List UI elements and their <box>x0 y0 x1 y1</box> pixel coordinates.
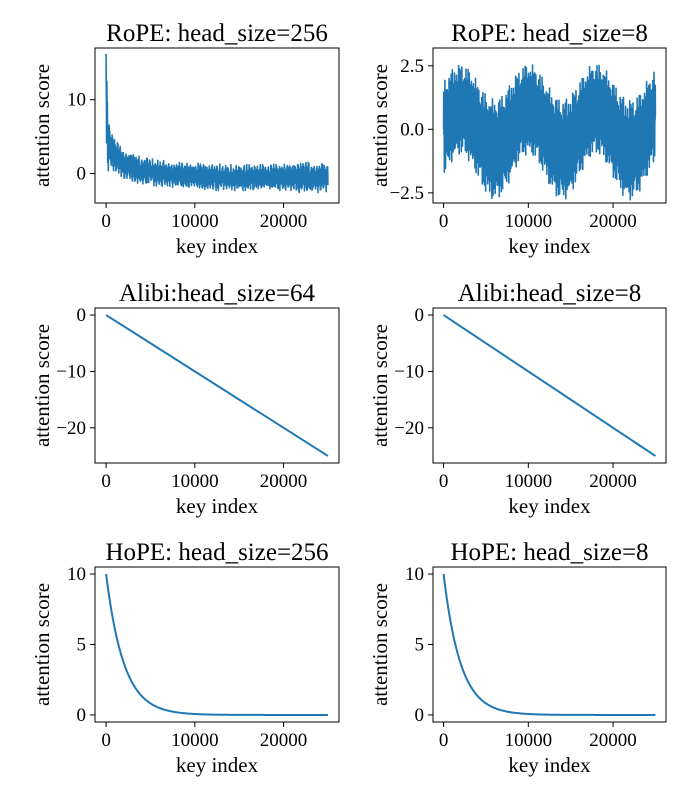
y-tick-label: 10 <box>405 564 424 585</box>
y-axis-label: attention score <box>30 583 54 706</box>
x-tick-label: 0 <box>101 211 111 232</box>
y-tick-label: 10 <box>67 90 86 111</box>
x-axis-label: key index <box>176 494 259 518</box>
y-tick-label: −2.5 <box>390 183 424 204</box>
y-tick-label: 2.5 <box>400 56 424 77</box>
chart-title: HoPE: head_size=8 <box>450 539 648 566</box>
x-tick-label: 20000 <box>260 211 308 232</box>
x-tick-label: 10000 <box>505 211 553 232</box>
series-group <box>442 573 656 716</box>
x-tick-label: 0 <box>439 471 449 492</box>
y-tick-label: 0 <box>415 705 425 726</box>
plot-frame <box>432 47 667 204</box>
y-axis-label: attention score <box>368 64 392 187</box>
y-tick-label: −20 <box>394 418 424 439</box>
y-tick-label: 0 <box>415 305 425 326</box>
x-tick-label: 20000 <box>260 730 308 751</box>
series-line <box>105 573 328 716</box>
x-tick-label: 0 <box>101 730 111 751</box>
series-line <box>443 314 656 457</box>
series-line <box>105 314 329 457</box>
plot-frame <box>94 566 340 723</box>
chart-title: RoPE: head_size=256 <box>106 20 328 47</box>
series-group <box>105 573 328 716</box>
series-group <box>105 53 329 194</box>
plot-frame <box>432 307 667 464</box>
x-tick-label: 0 <box>439 211 449 232</box>
y-tick-label: 5 <box>77 635 87 656</box>
series-group <box>443 314 656 457</box>
y-tick-label: 0 <box>77 305 87 326</box>
y-tick-label: 10 <box>67 564 86 585</box>
y-tick-label: −10 <box>56 361 86 382</box>
plot-frame <box>94 307 340 464</box>
y-axis-label: attention score <box>368 324 392 447</box>
x-tick-label: 20000 <box>589 471 637 492</box>
x-tick-label: 10000 <box>171 730 219 751</box>
chart-panel-3: 0 10000 20000 0 −10 −20 Alibi:head_size=64key … <box>30 280 340 518</box>
y-tick-label: −20 <box>56 418 86 439</box>
chart-title: RoPE: head_size=8 <box>451 20 648 47</box>
x-axis-label: key index <box>176 234 259 258</box>
y-tick-label: 0 <box>77 163 87 184</box>
series-line <box>442 64 657 201</box>
chart-panel-2: 0 10000 20000 −2.5 0.0 2.5 RoPE: head_size=8ke… <box>368 20 667 258</box>
chart-title: Alibi:head_size=8 <box>458 280 642 307</box>
x-tick-label: 20000 <box>260 471 308 492</box>
x-tick-label: 20000 <box>589 211 637 232</box>
y-tick-label: 0 <box>77 705 87 726</box>
plot-frame <box>432 566 667 723</box>
x-tick-label: 0 <box>439 730 449 751</box>
x-tick-label: 0 <box>101 471 111 492</box>
x-axis-label: key index <box>508 753 591 777</box>
y-axis-label: attention score <box>30 64 54 187</box>
x-axis-label: key index <box>508 494 591 518</box>
series-line <box>442 573 656 716</box>
x-tick-label: 10000 <box>171 471 219 492</box>
x-axis-label: key index <box>508 234 591 258</box>
series-line <box>105 53 329 194</box>
y-axis-label: attention score <box>30 324 54 447</box>
x-tick-label: 10000 <box>505 471 553 492</box>
y-axis-label: attention score <box>368 583 392 706</box>
series-group <box>442 64 657 201</box>
chart-title: HoPE: head_size=256 <box>105 539 328 566</box>
y-tick-label: 0.0 <box>400 119 424 140</box>
x-tick-label: 20000 <box>589 730 637 751</box>
x-axis-label: key index <box>176 753 259 777</box>
y-tick-label: −10 <box>394 361 424 382</box>
chart-title: Alibi:head_size=64 <box>119 280 315 307</box>
x-tick-label: 10000 <box>505 730 553 751</box>
series-group <box>105 314 329 457</box>
x-tick-label: 10000 <box>171 211 219 232</box>
y-tick-label: 5 <box>415 635 425 656</box>
plot-frame <box>94 47 340 204</box>
